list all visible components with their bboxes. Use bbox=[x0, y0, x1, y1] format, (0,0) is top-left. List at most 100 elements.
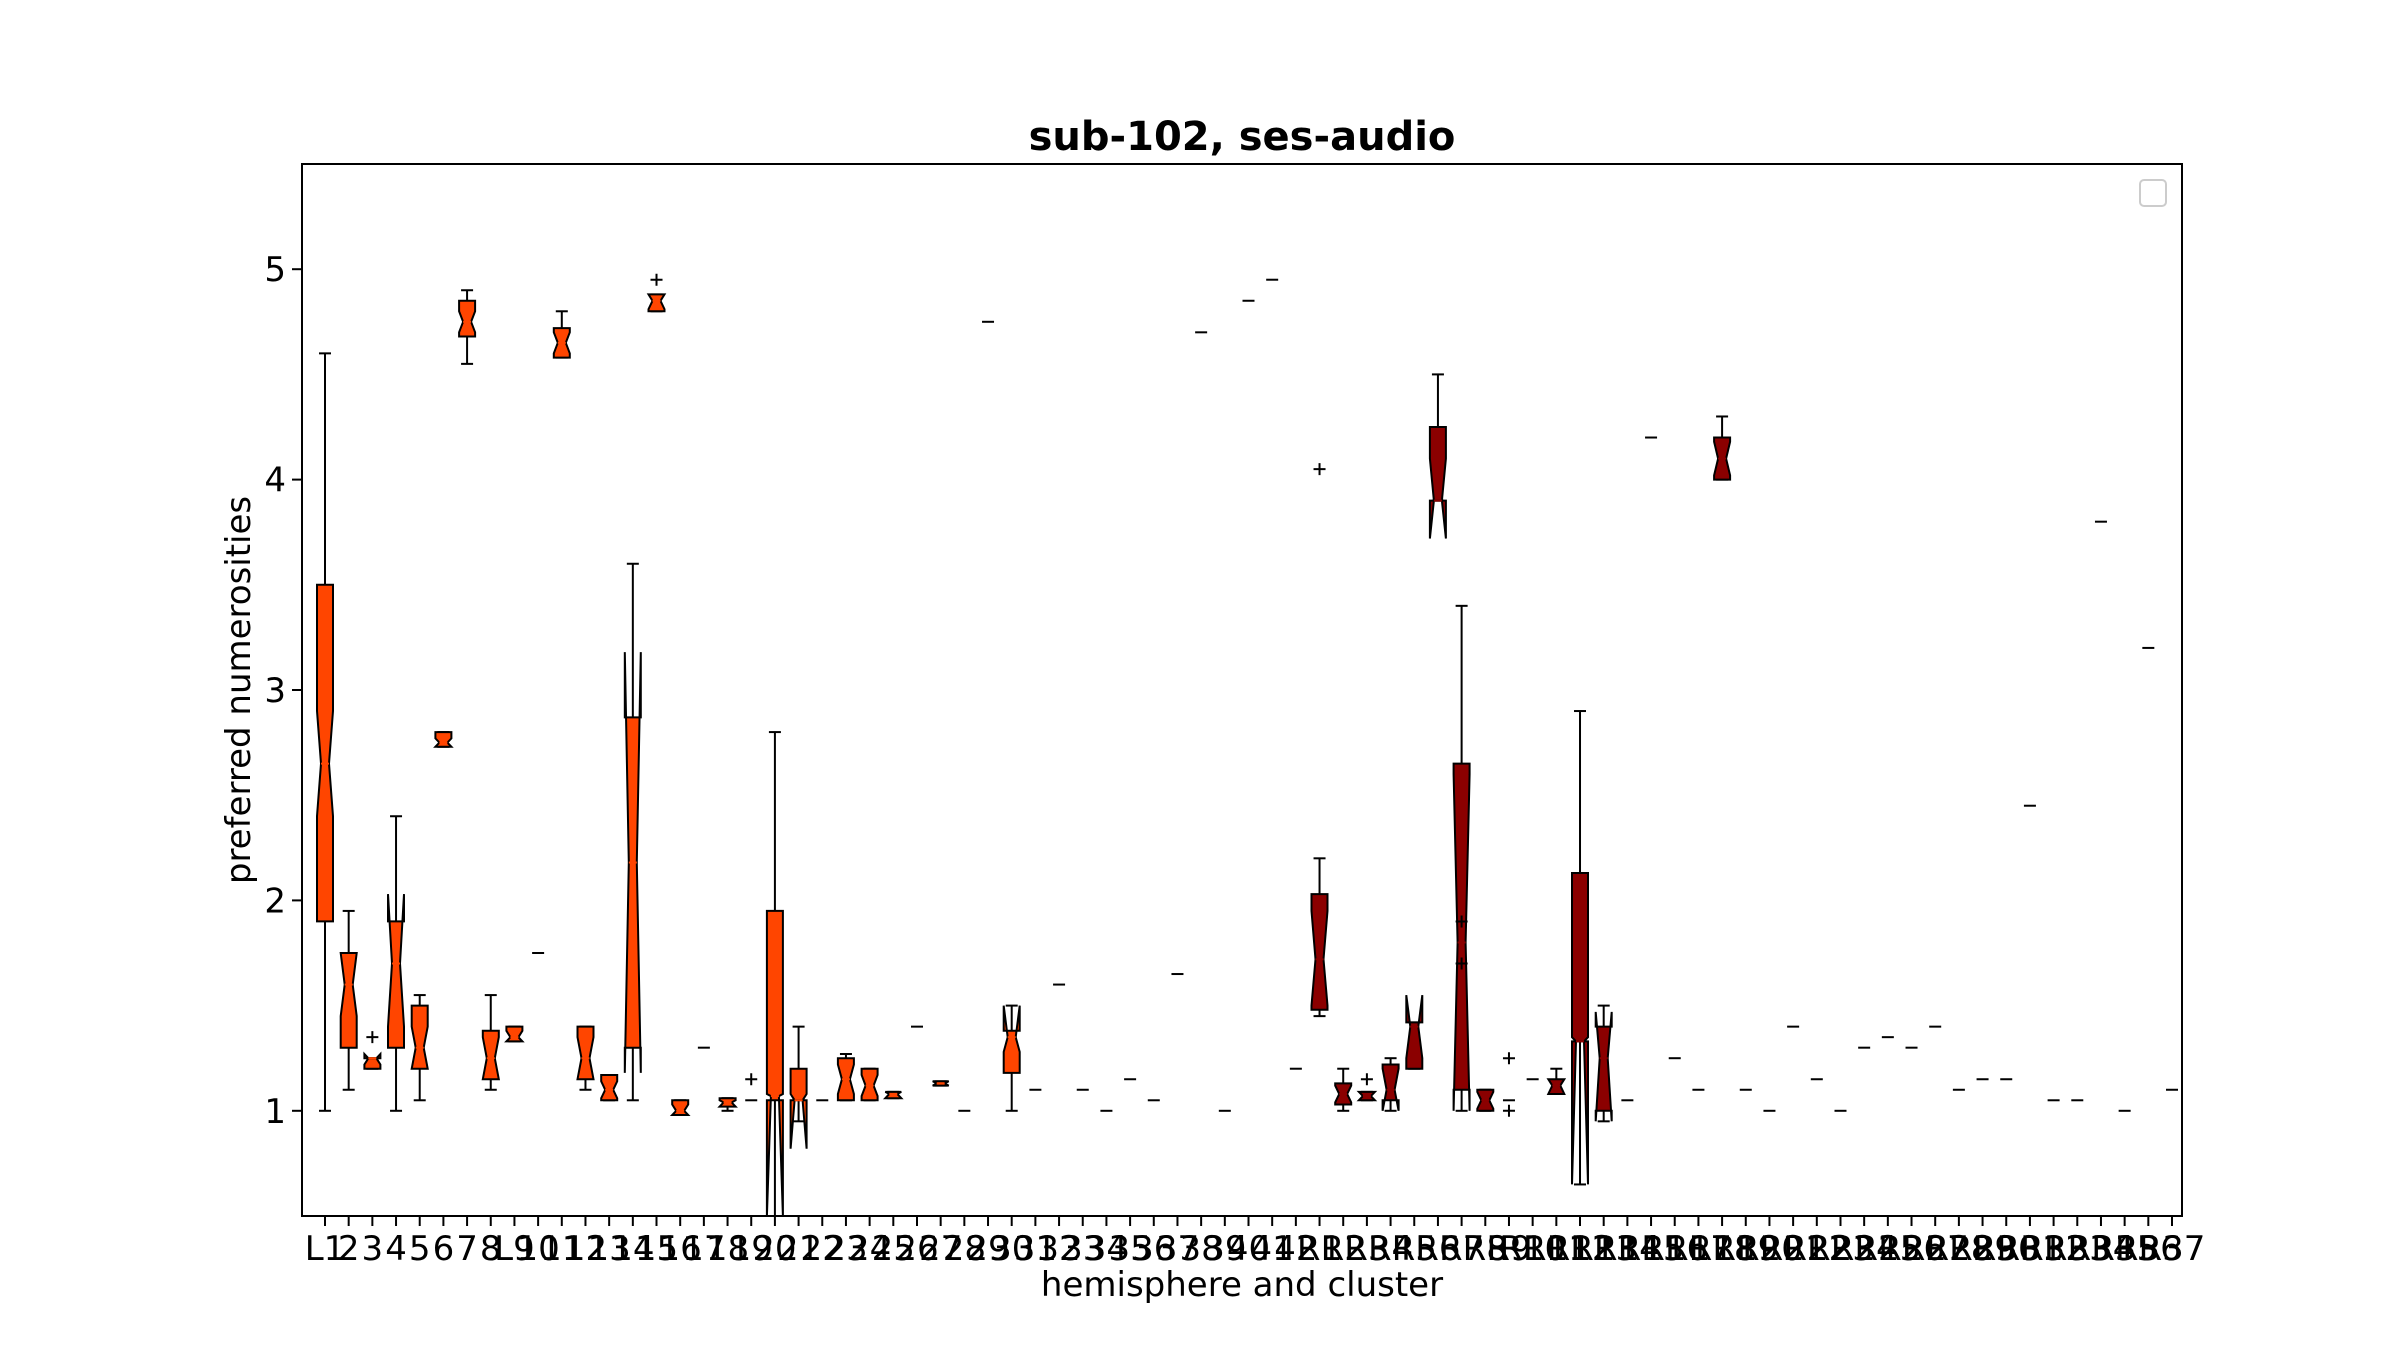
box-layer bbox=[316, 273, 2178, 1217]
box-3 bbox=[363, 1031, 382, 1070]
box-body bbox=[1405, 994, 1424, 1070]
x-tick-label: R1 bbox=[1297, 1229, 1342, 1269]
box-body bbox=[433, 731, 454, 748]
box-body bbox=[576, 1025, 595, 1081]
x-tick-label: 29 bbox=[966, 1229, 1009, 1269]
box-body bbox=[1381, 1063, 1400, 1111]
x-tick-label: R6 bbox=[1415, 1229, 1460, 1269]
box-body bbox=[504, 1025, 525, 1043]
x-tick-label: 18 bbox=[706, 1229, 749, 1269]
x-tick-label: 19 bbox=[730, 1229, 773, 1269]
box-R3 bbox=[1356, 1073, 1378, 1102]
box-R5 bbox=[1405, 994, 1424, 1070]
x-tick-label: R15 bbox=[1618, 1229, 1685, 1269]
x-tick-label: R4 bbox=[1368, 1229, 1413, 1269]
y-tick-label: 5 bbox=[264, 250, 286, 290]
flier-point bbox=[745, 1073, 758, 1086]
x-tick-label: 3 bbox=[362, 1229, 384, 1269]
box-30 bbox=[1002, 1004, 1021, 1112]
x-tick-label: R5 bbox=[1392, 1229, 1437, 1269]
box-R1 bbox=[1310, 463, 1329, 1018]
x-tick-label: R21 bbox=[1760, 1229, 1827, 1269]
x-tick-label: 39 bbox=[1203, 1229, 1246, 1269]
y-axis-label: preferred numerosities bbox=[219, 496, 259, 884]
x-tick-label: L9 bbox=[494, 1229, 535, 1269]
box-R18 bbox=[1713, 415, 1732, 481]
x-tick-label: 38 bbox=[1180, 1229, 1223, 1269]
x-tick-label: 10 bbox=[516, 1229, 559, 1269]
x-tick-label: R34 bbox=[2068, 1229, 2135, 1269]
box-R13 bbox=[1594, 1004, 1613, 1123]
box-25 bbox=[882, 1090, 904, 1100]
x-tick-label: R2 bbox=[1321, 1229, 1366, 1269]
x-tick-label: 28 bbox=[943, 1229, 986, 1269]
box-body bbox=[860, 1067, 879, 1102]
x-tick-label: R13 bbox=[1570, 1229, 1637, 1269]
x-tick-label: 31 bbox=[1014, 1229, 1057, 1269]
x-tick-label: L1 bbox=[305, 1229, 346, 1269]
box-body bbox=[339, 952, 358, 1049]
x-tick-label: 6 bbox=[433, 1229, 455, 1269]
x-tick-label: R29 bbox=[1949, 1229, 2016, 1269]
x-tick-label: 22 bbox=[801, 1229, 844, 1269]
y-tick-label: 4 bbox=[264, 461, 286, 501]
x-tick-label: 11 bbox=[540, 1229, 583, 1269]
x-tick-label: R9 bbox=[1486, 1229, 1531, 1269]
x-tick-label: 12 bbox=[564, 1229, 607, 1269]
x-tick-label: 24 bbox=[848, 1229, 891, 1269]
y-tick-label: 2 bbox=[264, 881, 286, 921]
x-tick-label: R19 bbox=[1712, 1229, 1779, 1269]
box-14 bbox=[623, 562, 642, 1102]
x-tick-label: R35 bbox=[2091, 1229, 2158, 1269]
x-tick-label: 33 bbox=[1061, 1229, 1104, 1269]
box-15 bbox=[646, 273, 667, 313]
x-tick-label: R7 bbox=[1439, 1229, 1484, 1269]
box-body bbox=[316, 583, 334, 923]
x-tick-label: 40 bbox=[1227, 1229, 1270, 1269]
x-tick-label: 21 bbox=[777, 1229, 820, 1269]
box-19 bbox=[745, 1073, 758, 1102]
x-tick-label: R17 bbox=[1665, 1229, 1732, 1269]
flier-point bbox=[1455, 957, 1468, 970]
box-11 bbox=[552, 310, 571, 359]
x-tick-label: 13 bbox=[588, 1229, 631, 1269]
flier-point bbox=[366, 1031, 379, 1044]
box-27 bbox=[932, 1080, 950, 1087]
x-tick-label: 4 bbox=[385, 1229, 407, 1269]
x-tick-label: 14 bbox=[611, 1229, 654, 1269]
flier-point bbox=[1502, 1052, 1515, 1065]
box-R8 bbox=[1476, 1088, 1495, 1112]
x-tick-label: 35 bbox=[1108, 1229, 1151, 1269]
box-body bbox=[765, 909, 784, 1217]
x-tick-label: R11 bbox=[1523, 1229, 1590, 1269]
x-tick-label: R27 bbox=[1902, 1229, 1969, 1269]
x-tick-label: 8 bbox=[480, 1229, 502, 1269]
x-tick-label: R31 bbox=[1996, 1229, 2063, 1269]
x-tick-label: R37 bbox=[2139, 1229, 2206, 1269]
x-tick-label: 5 bbox=[409, 1229, 431, 1269]
x-tick-label: 23 bbox=[824, 1229, 867, 1269]
flier-point bbox=[1360, 1073, 1373, 1086]
box-R6 bbox=[1428, 373, 1447, 539]
box-body bbox=[1452, 762, 1471, 1111]
box-body bbox=[481, 1029, 501, 1081]
box-body bbox=[1546, 1078, 1567, 1095]
box-body bbox=[600, 1074, 619, 1102]
box-12 bbox=[576, 1025, 595, 1091]
box-body bbox=[1002, 1005, 1021, 1074]
y-tick-label: 1 bbox=[264, 1092, 286, 1132]
box-L1 bbox=[316, 352, 334, 1112]
x-tick-label: R8 bbox=[1463, 1229, 1508, 1269]
x-tick-label: R26 bbox=[1878, 1229, 1945, 1269]
box-body bbox=[669, 1099, 691, 1116]
box-13 bbox=[600, 1074, 619, 1102]
box-R7 bbox=[1452, 604, 1471, 1112]
box-body bbox=[1428, 426, 1447, 539]
x-tick-label: R32 bbox=[2020, 1229, 2087, 1269]
y-tick-label: 3 bbox=[264, 671, 286, 711]
x-tick-label: R22 bbox=[1783, 1229, 1850, 1269]
x-tick-label: 7 bbox=[456, 1229, 478, 1269]
box-R9 bbox=[1502, 1052, 1515, 1117]
x-tick-label: 32 bbox=[1037, 1229, 1080, 1269]
